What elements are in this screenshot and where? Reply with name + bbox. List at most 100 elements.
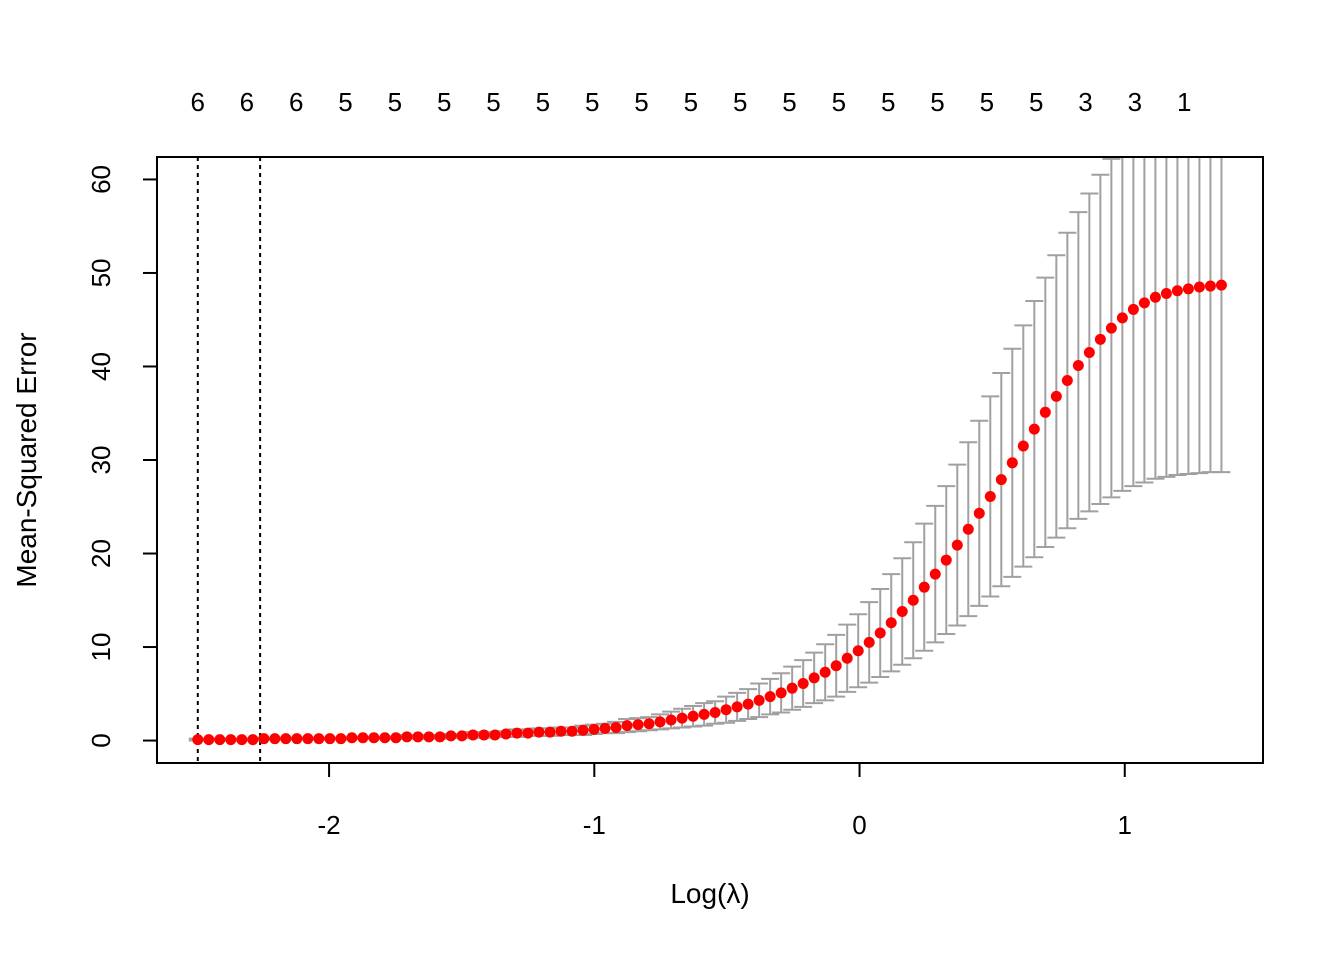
top-count-label: 6 bbox=[240, 87, 254, 117]
top-count-label: 5 bbox=[437, 87, 451, 117]
mse-point bbox=[434, 731, 446, 743]
error-bar bbox=[1124, 156, 1143, 488]
y-tick-label: 30 bbox=[86, 446, 116, 475]
mse-point bbox=[621, 720, 633, 732]
y-tick-label: 60 bbox=[86, 165, 116, 194]
mse-point bbox=[214, 734, 226, 746]
error-bar bbox=[1201, 156, 1220, 474]
top-count-label: 5 bbox=[980, 87, 994, 117]
mse-point bbox=[709, 707, 721, 718]
mse-point bbox=[907, 594, 919, 606]
mse-point bbox=[687, 710, 699, 722]
error-bar bbox=[1168, 156, 1187, 476]
mse-point bbox=[324, 733, 336, 745]
mse-point bbox=[1160, 288, 1172, 300]
top-axis-counts: 6 6 6 5 5 5 5 5 5 5 5 5 5 5 5 5 5 5 3 3 1 bbox=[191, 87, 1192, 117]
error-bar bbox=[1135, 156, 1154, 484]
top-count-label: 5 bbox=[536, 87, 550, 117]
mse-point bbox=[665, 714, 677, 726]
y-tick-label: 20 bbox=[86, 539, 116, 568]
mse-point bbox=[236, 734, 248, 746]
top-count-label: 5 bbox=[733, 87, 747, 117]
top-count-label: 3 bbox=[1128, 87, 1142, 117]
mse-point bbox=[1204, 280, 1216, 292]
mse-point bbox=[874, 627, 886, 639]
mse-point bbox=[896, 606, 908, 617]
mse-point bbox=[335, 733, 347, 745]
mse-point bbox=[753, 694, 765, 706]
mse-point bbox=[500, 728, 512, 740]
mse-point bbox=[357, 732, 369, 744]
mse-point bbox=[522, 727, 534, 739]
mse-point bbox=[962, 523, 974, 535]
mse-point bbox=[852, 645, 864, 657]
mse-point bbox=[1050, 390, 1062, 402]
mse-point bbox=[1006, 457, 1018, 469]
x-tick-label: -2 bbox=[318, 810, 341, 840]
top-count-label: 5 bbox=[684, 87, 698, 117]
mse-point bbox=[742, 698, 754, 710]
top-count-label: 5 bbox=[1029, 87, 1043, 117]
top-count-label: 5 bbox=[388, 87, 402, 117]
reference-lines bbox=[196, 157, 262, 763]
mse-point bbox=[566, 725, 578, 737]
top-count-label: 5 bbox=[585, 87, 599, 117]
y-tick-label: 50 bbox=[86, 259, 116, 288]
mse-point bbox=[1138, 297, 1150, 309]
top-count-label: 6 bbox=[289, 87, 303, 117]
mse-point bbox=[401, 731, 413, 743]
x-tick-label: -1 bbox=[583, 810, 606, 840]
mse-point bbox=[841, 652, 853, 664]
mse-point bbox=[379, 732, 391, 744]
y-tick-label: 10 bbox=[86, 633, 116, 662]
top-count-label: 1 bbox=[1177, 87, 1191, 117]
mse-point bbox=[313, 733, 325, 745]
mse-point bbox=[280, 733, 292, 745]
top-count-label: 6 bbox=[191, 87, 205, 117]
mse-point bbox=[1083, 346, 1095, 358]
top-count-label: 5 bbox=[782, 87, 796, 117]
plot-frame bbox=[156, 156, 1264, 764]
mse-point bbox=[1017, 440, 1029, 452]
mse-point bbox=[588, 723, 600, 735]
y-tick-label: 0 bbox=[86, 733, 116, 747]
mse-point bbox=[390, 732, 402, 744]
mse-point bbox=[302, 733, 314, 745]
error-bar bbox=[1179, 156, 1198, 476]
mse-point bbox=[819, 666, 831, 678]
mse-point bbox=[489, 729, 501, 741]
mse-point bbox=[533, 726, 545, 738]
mse-point bbox=[951, 539, 963, 551]
mse-point bbox=[247, 734, 259, 746]
mse-point bbox=[786, 682, 798, 694]
mse-point bbox=[632, 719, 644, 731]
top-count-label: 3 bbox=[1078, 87, 1092, 117]
mse-point bbox=[643, 718, 655, 730]
error-bar bbox=[1146, 156, 1165, 480]
mse-point bbox=[423, 731, 435, 743]
mse-point bbox=[467, 729, 479, 741]
mse-point bbox=[478, 729, 490, 741]
mse-point bbox=[1215, 279, 1227, 291]
error-bars bbox=[188, 156, 1231, 742]
mse-point bbox=[258, 733, 270, 745]
mse-point bbox=[511, 727, 523, 739]
error-bar bbox=[1190, 156, 1209, 475]
mse-point bbox=[555, 725, 567, 737]
mse-point bbox=[291, 733, 303, 745]
x-tick-label: 0 bbox=[852, 810, 866, 840]
mse-point bbox=[929, 568, 941, 580]
mse-point bbox=[918, 581, 930, 593]
y-axis: 0 10 20 30 40 50 60 bbox=[86, 165, 158, 748]
mse-point bbox=[1171, 285, 1183, 297]
mse-point bbox=[1182, 283, 1194, 295]
mse-point bbox=[940, 554, 952, 566]
mse-point bbox=[973, 507, 985, 519]
mse-point bbox=[1094, 333, 1106, 345]
mse-point bbox=[1028, 423, 1040, 435]
mse-point bbox=[720, 704, 732, 716]
mse-point bbox=[698, 708, 710, 720]
mse-point bbox=[1149, 291, 1161, 303]
mse-point bbox=[797, 678, 809, 690]
